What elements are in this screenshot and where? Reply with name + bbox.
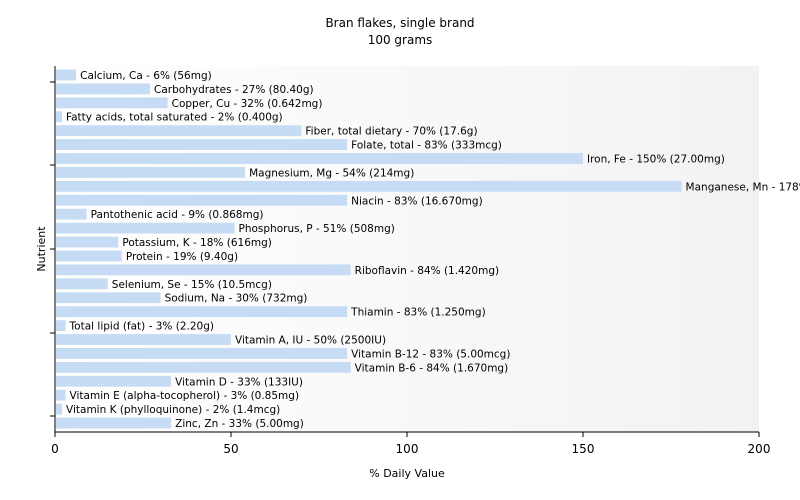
bar-5 <box>56 139 348 151</box>
bar-label-10: Pantothenic acid - 9% (0.868mg) <box>91 209 264 221</box>
bar-label-1: Carbohydrates - 27% (80.40g) <box>154 84 314 96</box>
bar-label-14: Riboflavin - 84% (1.420mg) <box>355 265 499 277</box>
bar-label-24: Vitamin K (phylloquinone) - 2% (1.4mcg) <box>66 404 280 416</box>
bar-17 <box>56 306 348 318</box>
chart-subtitle: 100 grams <box>368 33 433 47</box>
x-tick-label-4: 200 <box>748 442 771 456</box>
bar-label-12: Potassium, K - 18% (616mg) <box>122 237 272 249</box>
bar-label-15: Selenium, Se - 15% (10.5mcg) <box>112 279 272 291</box>
bar-21 <box>56 361 351 373</box>
bar-label-9: Niacin - 83% (16.670mg) <box>351 195 483 207</box>
bar-label-22: Vitamin D - 33% (133IU) <box>175 376 303 388</box>
bar-22 <box>56 375 172 387</box>
bar-label-0: Calcium, Ca - 6% (56mg) <box>80 70 212 82</box>
bar-11 <box>56 222 235 234</box>
bar-label-6: Iron, Fe - 150% (27.00mg) <box>587 154 725 166</box>
bar-16 <box>56 292 161 304</box>
x-axis-title: % Daily Value <box>369 467 445 480</box>
bar-18 <box>56 320 66 332</box>
bar-1 <box>56 83 151 95</box>
bar-label-5: Folate, total - 83% (333mcg) <box>351 140 502 152</box>
bar-label-23: Vitamin E (alpha-tocopherol) - 3% (0.85m… <box>70 390 300 402</box>
bar-3 <box>56 111 63 123</box>
bar-0 <box>56 69 77 81</box>
x-tick-label-3: 150 <box>572 442 595 456</box>
bar-24 <box>56 403 63 415</box>
bar-label-17: Thiamin - 83% (1.250mg) <box>350 307 486 319</box>
bar-19 <box>56 334 231 345</box>
bar-14 <box>56 264 351 276</box>
bar-25 <box>56 417 172 429</box>
bars-group <box>56 69 682 429</box>
bar-13 <box>56 250 122 262</box>
bar-labels-group: Calcium, Ca - 6% (56mg) Carbohydrates - 2… <box>66 70 800 430</box>
bar-7 <box>56 166 246 178</box>
x-ticks-group: 0 50 100 150 200 <box>51 432 770 456</box>
chart-title: Bran flakes, single brand <box>325 16 474 30</box>
bar-label-18: Total lipid (fat) - 3% (2.20g) <box>69 321 214 333</box>
bar-10 <box>56 208 87 220</box>
bar-label-16: Sodium, Na - 30% (732mg) <box>165 293 308 305</box>
bar-6 <box>56 153 583 164</box>
x-tick-label-2: 100 <box>396 442 419 456</box>
bar-23 <box>56 389 66 401</box>
y-ticks-group <box>50 81 55 417</box>
bar-label-8: Manganese, Mn - 178% (3.568mg) <box>686 181 800 193</box>
bar-label-13: Protein - 19% (9.40g) <box>126 251 238 263</box>
bar-label-19: Vitamin A, IU - 50% (2500IU) <box>235 335 386 347</box>
bar-label-25: Zinc, Zn - 33% (5.00mg) <box>175 418 304 430</box>
bar-label-20: Vitamin B-12 - 83% (5.00mcg) <box>351 348 510 360</box>
bar-label-3: Fatty acids, total saturated - 2% (0.400… <box>66 112 283 124</box>
bar-12 <box>56 236 119 248</box>
x-tick-label-1: 50 <box>223 442 238 456</box>
bar-label-4: Fiber, total dietary - 70% (17.6g) <box>305 126 477 138</box>
bar-8 <box>56 180 682 192</box>
bar-label-7: Magnesium, Mg - 54% (214mg) <box>249 167 414 179</box>
x-tick-label-0: 0 <box>51 442 59 456</box>
bar-9 <box>56 194 348 206</box>
bar-4 <box>56 125 302 137</box>
y-axis-title: Nutrient <box>35 226 48 272</box>
bar-2 <box>56 97 168 109</box>
bar-label-2: Copper, Cu - 32% (0.642mg) <box>172 98 323 110</box>
bar-20 <box>56 347 348 359</box>
bar-label-21: Vitamin B-6 - 84% (1.670mg) <box>355 362 509 374</box>
bar-label-11: Phosphorus, P - 51% (508mg) <box>239 223 395 235</box>
bar-15 <box>56 278 108 290</box>
